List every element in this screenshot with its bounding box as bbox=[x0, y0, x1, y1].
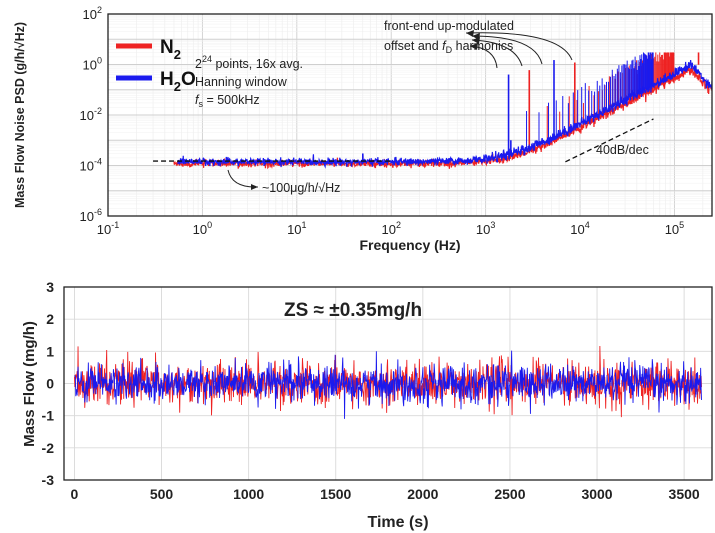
psd-x-tick-label: 101 bbox=[287, 220, 306, 237]
time-series bbox=[74, 345, 702, 419]
psd-reference-lines bbox=[153, 118, 654, 163]
floor-label: ~100μg/h/√Hz bbox=[262, 181, 340, 195]
time-y-tick-label: 1 bbox=[46, 343, 54, 359]
time-x-tick-label: 1500 bbox=[320, 486, 351, 502]
psd-panel: 10-1 100 101 102 103 104 105 10-610-410-210010… bbox=[13, 5, 713, 253]
psd-y-axis-label: Mass Flow Noise PSD (g/h/√Hz) bbox=[13, 22, 27, 208]
time-x-tick-labels: 0 500 1000 1500 2000 2500 3000 3500 bbox=[71, 486, 700, 502]
harmonics-line-1: front-end up-modulated bbox=[384, 19, 514, 33]
psd-y-tick-labels: 10-6 10-4 10-2 100 102 bbox=[80, 5, 102, 224]
psd-x-tick-label: 102 bbox=[381, 220, 400, 237]
legend-n2-label: N2 bbox=[160, 37, 181, 62]
harmonics-line-2: offset and fD harmonics bbox=[384, 39, 513, 55]
harmonics-arrow bbox=[471, 35, 543, 65]
time-y-tick-label: -2 bbox=[42, 440, 55, 456]
legend-h2o-label: H2O bbox=[160, 69, 196, 94]
time-x-tick-label: 0 bbox=[71, 486, 79, 502]
time-x-tick-label: 500 bbox=[150, 486, 174, 502]
psd-y-tick-label: 102 bbox=[83, 5, 102, 22]
floor-arrow-head bbox=[251, 184, 258, 190]
params-line-2: Hanning window bbox=[195, 75, 288, 89]
params-line-1: 224 points, 16x avg. bbox=[195, 54, 303, 71]
time-y-tick-label: 2 bbox=[46, 311, 54, 327]
time-panel: 0 500 1000 1500 2000 2500 3000 3500 -3-2-10123 … bbox=[21, 279, 713, 531]
psd-legend: N2 H2O bbox=[116, 37, 196, 94]
zs-annotation: ZS ≈ ±0.35mg/h bbox=[284, 300, 422, 321]
time-y-tick-label: -1 bbox=[42, 408, 55, 424]
psd-x-tick-label: 105 bbox=[665, 220, 684, 237]
psd-y-tick-label: 10-4 bbox=[80, 157, 102, 174]
time-x-tick-label: 3000 bbox=[581, 486, 612, 502]
time-x-tick-label: 2000 bbox=[407, 486, 438, 502]
params-line-3: fs = 500kHz bbox=[195, 93, 260, 109]
psd-reference-line bbox=[565, 118, 654, 163]
harmonics-arrow-head bbox=[472, 37, 480, 44]
psd-x-tick-label: 104 bbox=[570, 220, 589, 237]
psd-axes-frame bbox=[107, 13, 713, 217]
time-y-tick-label: -3 bbox=[42, 472, 55, 488]
psd-parameters-annotation: 224 points, 16x avg. Hanning window fs =… bbox=[195, 54, 303, 109]
psd-y-tick-label: 10-6 bbox=[80, 207, 102, 224]
harmonics-arrow-head bbox=[466, 30, 474, 37]
psd-x-tick-label: 100 bbox=[193, 220, 212, 237]
time-y-tick-label: 0 bbox=[46, 376, 54, 392]
psd-x-tick-label: 103 bbox=[476, 220, 495, 237]
time-x-tick-label: 1000 bbox=[233, 486, 264, 502]
harmonics-arrow bbox=[471, 39, 523, 67]
time-y-tick-label: 3 bbox=[46, 279, 54, 295]
harmonics-arrow bbox=[465, 32, 573, 61]
psd-x-tick-label: 10-1 bbox=[97, 220, 119, 237]
harmonics-annotation: front-end up-modulated offset and fD har… bbox=[384, 19, 573, 69]
psd-x-axis-label: Frequency (Hz) bbox=[359, 237, 460, 253]
psd-y-tick-label: 10-2 bbox=[80, 106, 102, 123]
time-x-tick-label: 3500 bbox=[669, 486, 700, 502]
psd-x-tick-labels: 10-1 100 101 102 103 104 105 bbox=[97, 220, 684, 237]
time-line-h2o bbox=[74, 350, 702, 419]
harmonics-arrow-head bbox=[470, 43, 478, 50]
psd-y-tick-label: 100 bbox=[83, 56, 102, 73]
time-x-tick-label: 2500 bbox=[494, 486, 525, 502]
time-axes-frame bbox=[63, 286, 713, 481]
harmonics-arrows bbox=[465, 30, 573, 69]
time-x-axis-label: Time (s) bbox=[367, 514, 428, 531]
psd-series bbox=[173, 52, 712, 170]
time-y-axis-label: Mass Flow (mg/h) bbox=[21, 321, 38, 447]
time-y-tick-labels: -3 -2 -1 0 1 2 3 bbox=[42, 279, 55, 488]
slope-label: 40dB/dec bbox=[596, 143, 649, 157]
